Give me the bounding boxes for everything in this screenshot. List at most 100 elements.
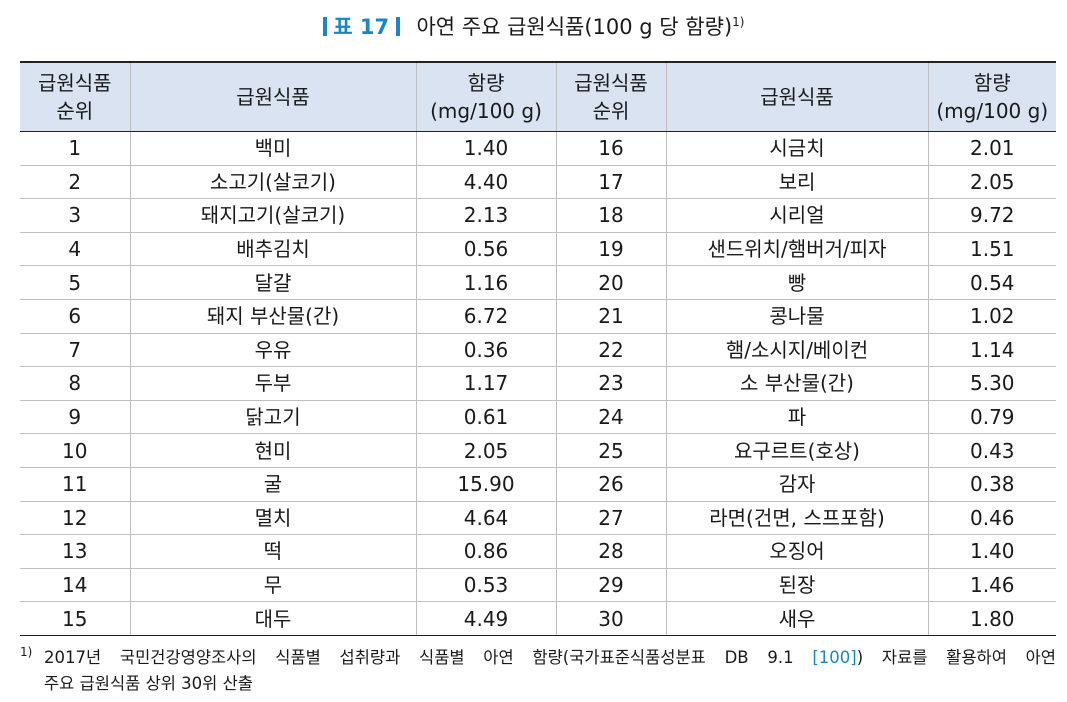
rank-cell: 4: [20, 232, 130, 267]
table-row: 2 소고기(살코기) 4.40 17 보리 2.05: [20, 165, 1056, 200]
rank-cell: 16: [555, 131, 666, 166]
table-row: 1 백미 1.40 16 시금치 2.01: [20, 131, 1056, 166]
food-cell: 소고기(살코기): [129, 165, 416, 200]
rank-cell: 9: [20, 400, 130, 435]
food-cell: 대두: [129, 601, 416, 636]
rank-cell: 26: [555, 467, 666, 502]
zinc-food-table: 급원식품 순위 급원식품 함량 (mg/100 g) 급원식품 순위 급원식품 함량(…: [20, 61, 1056, 636]
food-cell: 요구르트(호상): [665, 433, 928, 468]
food-cell: 멸치: [129, 501, 416, 536]
amount-cell: 2.05: [927, 165, 1056, 200]
food-cell: 굴: [129, 467, 416, 502]
table-row: 15 대두 4.49 30 새우 1.80: [20, 601, 1056, 636]
header-food: 급원식품: [665, 61, 928, 132]
rank-cell: 11: [20, 467, 130, 502]
amount-cell: 0.53: [415, 568, 556, 603]
food-cell: 새우: [665, 601, 928, 636]
rank-cell: 18: [555, 198, 666, 233]
title-footnote-mark: 1): [732, 15, 745, 29]
rank-cell: 10: [20, 433, 130, 468]
table-row: 6 돼지 부산물(간) 6.72 21 콩나물 1.02: [20, 299, 1056, 334]
header-amount: 함량 (mg/100 g): [415, 61, 556, 132]
food-cell: 달걀: [129, 265, 416, 300]
amount-cell: 0.43: [927, 433, 1056, 468]
table-caption: 표 17 아연 주요 급원식품(100 g 당 함량)1): [0, 12, 1067, 42]
food-cell: 우유: [129, 333, 416, 368]
rank-cell: 20: [555, 265, 666, 300]
header-rank: 급원식품 순위: [555, 61, 666, 132]
table-row: 8 두부 1.17 23 소 부산물(간) 5.30: [20, 366, 1056, 401]
food-cell: 보리: [665, 165, 928, 200]
food-cell: 빵: [665, 265, 928, 300]
footnote-mark: 1): [20, 645, 33, 659]
rank-cell: 14: [20, 568, 130, 603]
rank-cell: 6: [20, 299, 130, 334]
food-cell: 소 부산물(간): [665, 366, 928, 401]
rank-cell: 21: [555, 299, 666, 334]
rank-cell: 28: [555, 534, 666, 569]
rank-cell: 24: [555, 400, 666, 435]
rank-cell: 2: [20, 165, 130, 200]
rank-cell: 22: [555, 333, 666, 368]
amount-cell: 6.72: [415, 299, 556, 334]
amount-cell: 2.13: [415, 198, 556, 233]
footnote-text-2: ) 자료를 활용하여 아연: [856, 648, 1056, 667]
rank-cell: 7: [20, 333, 130, 368]
food-cell: 배추김치: [129, 232, 416, 267]
table-row: 10 현미 2.05 25 요구르트(호상) 0.43: [20, 433, 1056, 468]
table-row: 14 무 0.53 29 된장 1.46: [20, 568, 1056, 603]
header-amount: 함량 (mg/100 g): [927, 61, 1056, 132]
amount-cell: 1.17: [415, 366, 556, 401]
amount-cell: 9.72: [927, 198, 1056, 233]
rank-cell: 3: [20, 198, 130, 233]
header-rank: 급원식품 순위: [20, 61, 130, 132]
food-cell: 돼지 부산물(간): [129, 299, 416, 334]
header-food: 급원식품: [129, 61, 416, 132]
rank-cell: 19: [555, 232, 666, 267]
table-title: 아연 주요 급원식품(100 g 당 함량): [416, 15, 733, 39]
reference-link[interactable]: [100]: [812, 648, 857, 667]
amount-cell: 0.54: [927, 265, 1056, 300]
food-cell: 오징어: [665, 534, 928, 569]
amount-cell: 0.36: [415, 333, 556, 368]
food-cell: 라면(건면, 스프포함): [665, 501, 928, 536]
amount-cell: 1.16: [415, 265, 556, 300]
rank-cell: 29: [555, 568, 666, 603]
table-row: 3 돼지고기(살코기) 2.13 18 시리얼 9.72: [20, 198, 1056, 233]
rank-cell: 15: [20, 601, 130, 636]
food-cell: 파: [665, 400, 928, 435]
amount-cell: 2.01: [927, 131, 1056, 166]
amount-cell: 1.14: [927, 333, 1056, 368]
table-row: 5 달걀 1.16 20 빵 0.54: [20, 265, 1056, 300]
footnote-line-2: 주요 급원식품 상위 30위 산출: [44, 674, 253, 693]
amount-cell: 0.56: [415, 232, 556, 267]
food-cell: 떡: [129, 534, 416, 569]
amount-cell: 0.38: [927, 467, 1056, 502]
rank-cell: 13: [20, 534, 130, 569]
amount-cell: 15.90: [415, 467, 556, 502]
rank-cell: 30: [555, 601, 666, 636]
food-cell: 콩나물: [665, 299, 928, 334]
amount-cell: 1.40: [415, 131, 556, 166]
amount-cell: 0.79: [927, 400, 1056, 435]
food-cell: 시리얼: [665, 198, 928, 233]
footnote: 1) 2017년 국민건강영양조사의 식품별 섭취량과 식품별 아연 함량(국가표…: [20, 645, 1056, 697]
rank-cell: 5: [20, 265, 130, 300]
amount-cell: 1.40: [927, 534, 1056, 569]
rank-cell: 17: [555, 165, 666, 200]
table-number: 표 17: [333, 15, 390, 39]
rank-cell: 23: [555, 366, 666, 401]
table-row: 7 우유 0.36 22 햄/소시지/베이컨 1.14: [20, 333, 1056, 368]
table-row: 12 멸치 4.64 27 라면(건면, 스프포함) 0.46: [20, 501, 1056, 536]
amount-cell: 1.80: [927, 601, 1056, 636]
table-row: 11 굴 15.90 26 감자 0.38: [20, 467, 1056, 502]
table-header-row: 급원식품 순위 급원식품 함량 (mg/100 g) 급원식품 순위 급원식품 함량(…: [20, 61, 1056, 132]
food-cell: 무: [129, 568, 416, 603]
rank-cell: 1: [20, 131, 130, 166]
amount-cell: 0.46: [927, 501, 1056, 536]
amount-cell: 1.51: [927, 232, 1056, 267]
rank-cell: 12: [20, 501, 130, 536]
food-cell: 된장: [665, 568, 928, 603]
food-cell: 현미: [129, 433, 416, 468]
